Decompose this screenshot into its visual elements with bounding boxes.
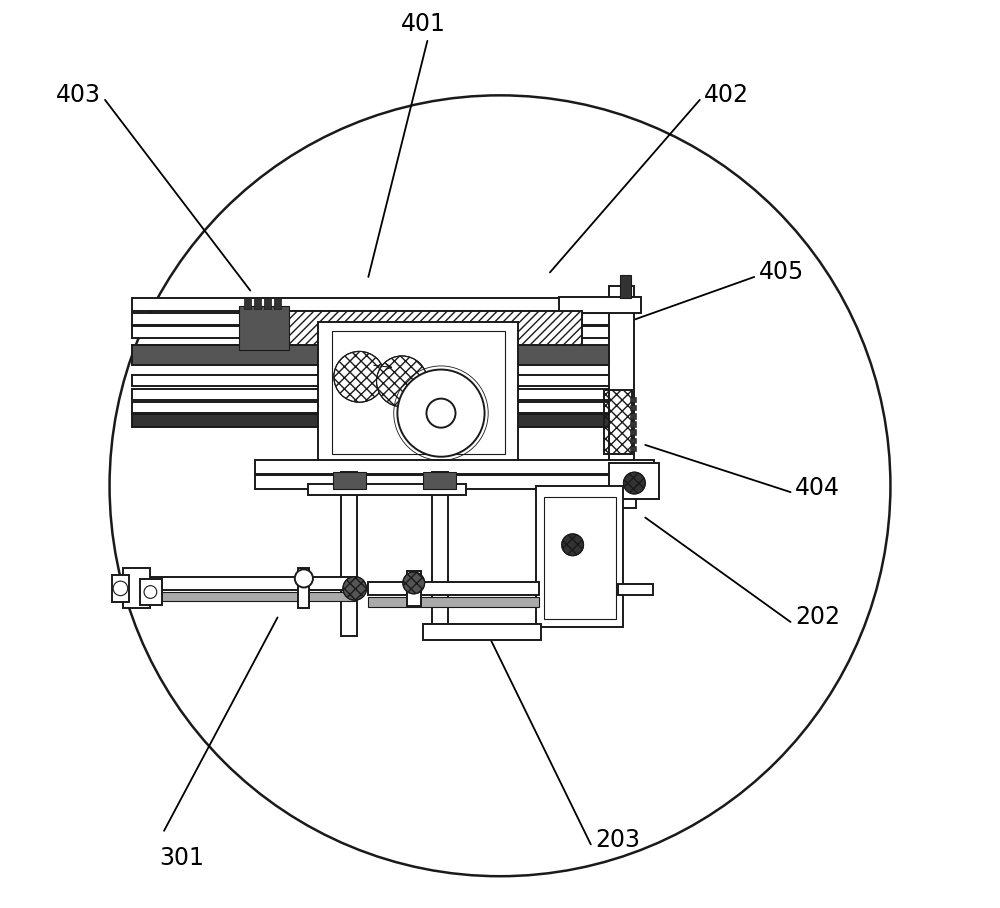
Bar bbox=[368, 582, 539, 595]
Bar bbox=[618, 584, 653, 595]
Circle shape bbox=[113, 581, 128, 596]
Bar bbox=[140, 579, 162, 605]
Bar bbox=[308, 484, 466, 495]
Bar bbox=[423, 624, 541, 640]
Circle shape bbox=[377, 356, 427, 407]
Bar bbox=[254, 298, 261, 309]
Bar bbox=[244, 298, 251, 309]
Circle shape bbox=[426, 399, 456, 428]
Bar bbox=[630, 429, 636, 435]
Bar bbox=[432, 472, 448, 636]
Bar bbox=[137, 592, 355, 601]
Text: 404: 404 bbox=[795, 476, 840, 499]
Bar bbox=[239, 306, 289, 350]
Bar bbox=[112, 575, 129, 602]
Bar bbox=[604, 390, 632, 454]
Circle shape bbox=[397, 370, 485, 457]
Bar bbox=[255, 475, 654, 489]
Bar bbox=[132, 375, 614, 386]
Bar bbox=[264, 298, 271, 309]
Text: 402: 402 bbox=[704, 84, 749, 107]
Circle shape bbox=[295, 569, 313, 587]
Text: 203: 203 bbox=[595, 828, 640, 852]
Bar bbox=[250, 311, 582, 345]
Bar bbox=[559, 297, 641, 313]
Bar bbox=[318, 322, 518, 463]
Bar bbox=[630, 413, 636, 419]
Circle shape bbox=[144, 586, 157, 598]
Text: 202: 202 bbox=[795, 606, 840, 629]
Bar bbox=[341, 472, 357, 636]
Bar bbox=[609, 463, 659, 499]
Bar bbox=[132, 298, 614, 311]
Bar bbox=[132, 345, 614, 365]
Bar bbox=[368, 597, 539, 607]
Text: 301: 301 bbox=[160, 846, 204, 870]
Bar bbox=[137, 577, 355, 590]
Bar bbox=[536, 486, 623, 627]
Text: 401: 401 bbox=[400, 13, 445, 36]
Bar bbox=[630, 405, 636, 410]
Bar bbox=[333, 472, 366, 489]
Bar bbox=[132, 414, 614, 427]
Bar bbox=[132, 389, 614, 400]
Bar bbox=[630, 421, 636, 427]
Bar bbox=[132, 313, 614, 325]
Bar bbox=[298, 568, 309, 608]
Circle shape bbox=[334, 351, 385, 402]
Circle shape bbox=[623, 472, 645, 494]
Circle shape bbox=[562, 534, 584, 556]
Circle shape bbox=[343, 577, 367, 600]
Bar bbox=[630, 397, 636, 402]
Bar bbox=[255, 460, 654, 474]
Bar bbox=[423, 472, 456, 489]
Bar bbox=[132, 326, 614, 338]
Bar bbox=[550, 492, 636, 508]
Bar bbox=[274, 298, 281, 309]
Bar bbox=[620, 275, 631, 298]
Text: 403: 403 bbox=[55, 84, 100, 107]
Bar bbox=[132, 402, 614, 413]
Text: 405: 405 bbox=[759, 261, 804, 284]
Bar bbox=[630, 446, 636, 451]
Bar bbox=[630, 438, 636, 443]
Bar bbox=[332, 331, 505, 454]
Bar bbox=[407, 571, 421, 606]
Circle shape bbox=[403, 572, 425, 594]
Bar bbox=[123, 568, 150, 608]
Bar bbox=[609, 286, 634, 504]
Bar bbox=[544, 497, 616, 619]
